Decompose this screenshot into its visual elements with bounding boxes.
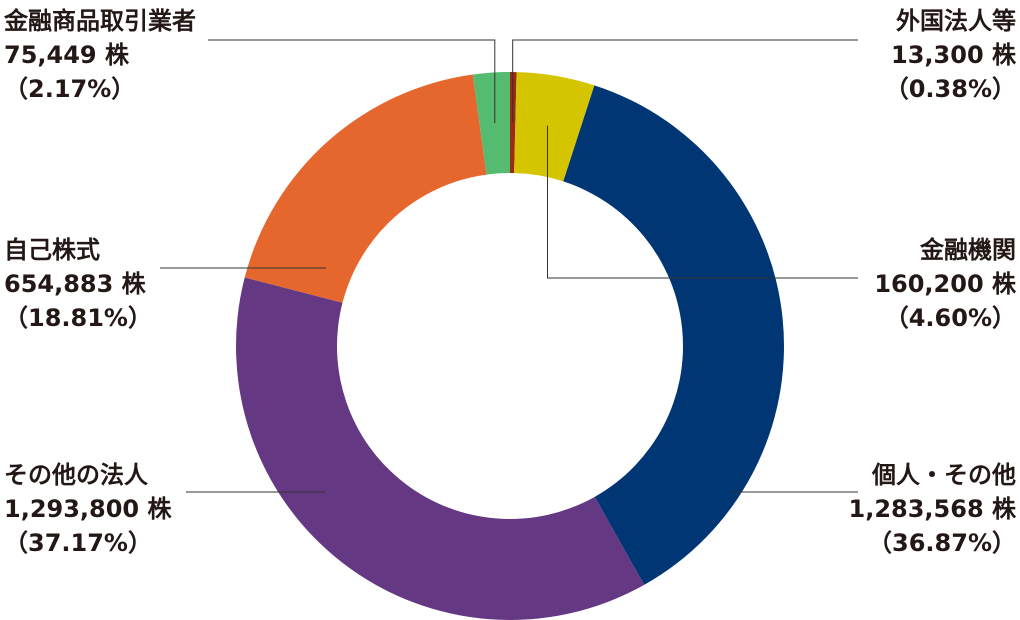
label-other-corporations-name: その他の法人 xyxy=(4,461,148,489)
slice-financial-institutions xyxy=(514,72,595,182)
label-foreign-corporations-percent: （0.38%） xyxy=(884,75,1016,103)
label-treasury-stock-name: 自己株式 xyxy=(4,236,100,264)
label-financial-institutions-name: 金融機関 xyxy=(920,236,1016,264)
label-securities-firms-name: 金融商品取引業者 xyxy=(4,7,196,35)
slice-securities-firms xyxy=(472,72,510,175)
label-financial-institutions-percent: （4.60%） xyxy=(884,304,1016,332)
label-foreign-corporations-name: 外国法人等 xyxy=(896,7,1016,35)
label-individuals-others: 個人・その他 1,283,568 株 （36.87%） xyxy=(849,458,1016,560)
label-individuals-others-percent: （36.87%） xyxy=(868,529,1016,557)
leader-lines xyxy=(160,39,858,493)
donut-slices xyxy=(236,72,784,620)
label-treasury-stock-value: 654,883 株 xyxy=(4,270,146,298)
label-other-corporations-value: 1,293,800 株 xyxy=(4,495,172,523)
leader-foreign-corporations xyxy=(512,39,858,123)
label-individuals-others-value: 1,283,568 株 xyxy=(848,495,1016,523)
slice-treasury-stock xyxy=(244,74,487,303)
leader-securities-firms xyxy=(208,39,496,124)
label-financial-institutions-value: 160,200 株 xyxy=(874,270,1016,298)
slice-individuals-others xyxy=(563,85,784,585)
label-other-corporations: その他の法人 1,293,800 株 （37.17%） xyxy=(4,458,171,560)
label-foreign-corporations: 外国法人等 13,300 株 （0.38%） xyxy=(885,4,1016,106)
leader-financial-institutions xyxy=(546,125,858,279)
label-other-corporations-percent: （37.17%） xyxy=(4,529,152,557)
label-treasury-stock-percent: （18.81%） xyxy=(4,304,152,332)
slice-foreign-corporations xyxy=(510,72,517,174)
slice-other-corporations xyxy=(236,277,645,620)
label-securities-firms: 金融商品取引業者 75,449 株 （2.17%） xyxy=(4,4,196,106)
label-individuals-others-name: 個人・その他 xyxy=(872,461,1016,489)
label-securities-firms-percent: （2.17%） xyxy=(4,75,136,103)
label-financial-institutions: 金融機関 160,200 株 （4.60%） xyxy=(874,233,1016,335)
label-treasury-stock: 自己株式 654,883 株 （18.81%） xyxy=(4,233,152,335)
label-foreign-corporations-value: 13,300 株 xyxy=(891,41,1016,69)
label-securities-firms-value: 75,449 株 xyxy=(4,41,129,69)
